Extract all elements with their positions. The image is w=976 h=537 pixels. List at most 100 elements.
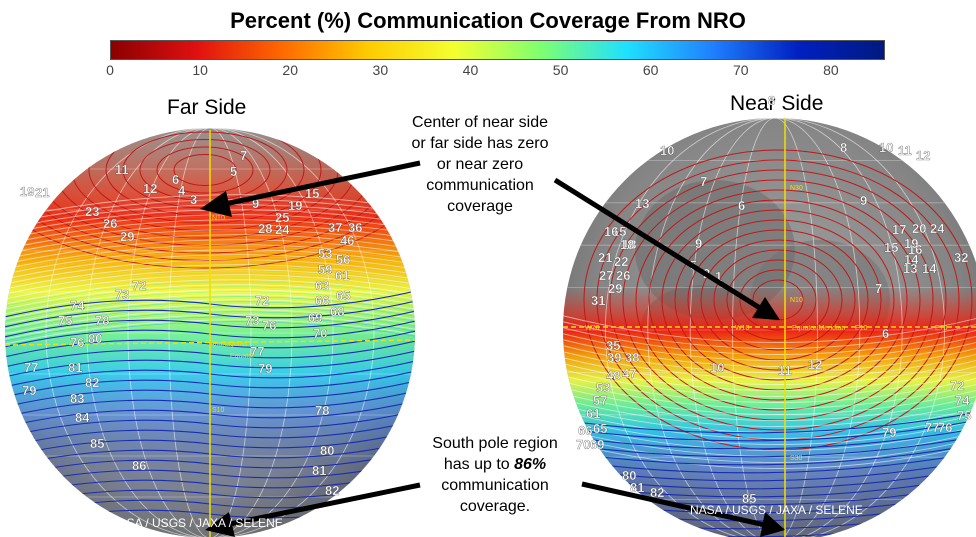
map-grid-label: W70 [585,325,600,332]
contour-value-label: 65 [593,421,607,436]
colorbar-tick: 50 [552,62,569,78]
contour-value-label: 80 [622,468,636,483]
contour-value-label: 13 [903,261,917,276]
contour-value-label: 11 [115,162,129,177]
contour-value-label: 72 [132,278,146,293]
contour-value-label: 72 [255,293,269,308]
contour-value-label: 78 [95,313,109,328]
contour-value-label: 19 [904,236,918,251]
colorbar-tick: 20 [282,62,299,78]
near-side-globe [563,118,976,537]
contour-value-label: 1 [715,269,722,284]
contour-value-label: 4 [178,183,186,198]
contour-value-label: 69 [590,437,604,452]
contour-value-label: 11 [898,143,912,158]
contour-value-label: 82 [650,485,664,500]
contour-value-label: 79 [258,361,272,376]
contour-value-label: 74 [70,298,85,313]
contour-value-label: 28 [258,221,272,236]
colorbar-tick: 70 [733,62,749,78]
contour-value-label: 21 [35,185,49,200]
contour-value-label: 6 [738,198,745,213]
map-grid-label: N10 [790,297,803,304]
contour-value-label: 26 [616,268,630,283]
contour-value-label: 6 [172,172,179,187]
contour-value-label: 76 [70,335,84,350]
contour-value-label: 15 [884,240,898,255]
contour-value-label: 75 [957,408,971,423]
contour-value-label: 70 [313,326,327,341]
contour-value-label: 77 [24,360,38,375]
contour-value-label: 27 [599,268,613,283]
max-coverage-value: 86% [514,456,547,473]
contour-value-label: 73 [245,313,259,328]
far-side-label: Far Side [167,96,247,119]
colorbar-tick: 60 [642,62,659,78]
contour-value-label: 12 [808,357,822,372]
contour-value-label: 76 [262,318,276,333]
map-grid-label: N30 [790,185,803,192]
near-side-contour-labels: 1256789101112131415161718192021222426272… [576,93,972,506]
contour-value-label: 14 [922,261,937,276]
map-grid-label: E10 [855,325,868,332]
contour-value-label: 18 [620,237,634,252]
contour-value-label: 36 [348,220,362,235]
contour-value-label: 69 [308,310,322,325]
contour-value-label: 12 [143,181,157,196]
contour-value-label: 63 [315,278,329,293]
far-side-credit: NASA / USGS / JAXA / SELENE [110,516,283,530]
contour-value-label: 48 [606,368,620,383]
contour-value-label: 15 [612,224,626,239]
contour-value-label: 61 [586,406,600,421]
contour-value-label: 80 [320,443,334,458]
contour-value-label: 25 [275,210,289,225]
contour-value-label: 24 [275,222,290,237]
contour-value-label: 68 [330,304,344,319]
contour-value-label: 7 [875,281,882,296]
contour-value-label: 83 [70,391,84,406]
contour-value-label: 16 [908,242,922,257]
contour-value-label: 8 [840,140,847,155]
contour-value-label: 26 [103,216,117,231]
contour-value-label: 9 [860,193,867,208]
contour-value-label: 53 [596,380,610,395]
contour-value-label: 7 [240,148,247,163]
contour-value-label: 11 [778,363,792,378]
near-side-label: Near Side [730,92,824,115]
contour-value-label: 5 [230,164,237,179]
contour-value-label: 31 [591,293,605,308]
contour-value-label: 24 [930,221,945,236]
contour-value-label: 80 [88,331,102,346]
contour-value-label: 14 [904,252,919,267]
map-grid-labels: N10 S10 Equator Anaxagoras N30 N10 Equator/Mer… [210,185,948,462]
colorbar-tick: 0 [106,62,114,78]
contour-value-label: 74 [955,393,970,408]
contour-value-label: 19 [288,198,302,213]
contour-value-label: 78 [315,403,329,418]
contour-value-label: 10 [660,143,674,158]
contour-value-label: 70 [576,437,590,452]
contour-value-label: 81 [312,463,326,478]
contour-value-label: 32 [954,250,968,265]
contour-value-label: 75 [58,313,72,328]
contour-value-label: 79 [882,425,896,440]
contour-value-label: 46 [340,233,354,248]
contour-value-label: 65 [336,288,350,303]
far-side-globe [5,128,415,537]
near-side-color-contours [563,314,976,469]
contour-value-label: 17 [892,222,906,237]
contour-value-label: 81 [68,360,82,375]
contour-value-label: 72 [950,378,964,393]
contour-value-label: 23 [85,204,99,219]
contour-value-label: 12 [916,148,930,163]
annotation-arrows [200,160,785,537]
contour-value-label: 77 [925,420,939,435]
colorbar-tick: 40 [462,62,479,78]
contour-value-label: 73 [115,287,129,302]
contour-value-label: 85 [90,436,104,451]
south-pole-coverage-note: South pole region has up to 86% communic… [432,435,558,515]
contour-value-label: 18 [622,237,636,252]
contour-value-label: 22 [614,254,628,269]
colorbar-tick: 30 [372,62,389,78]
